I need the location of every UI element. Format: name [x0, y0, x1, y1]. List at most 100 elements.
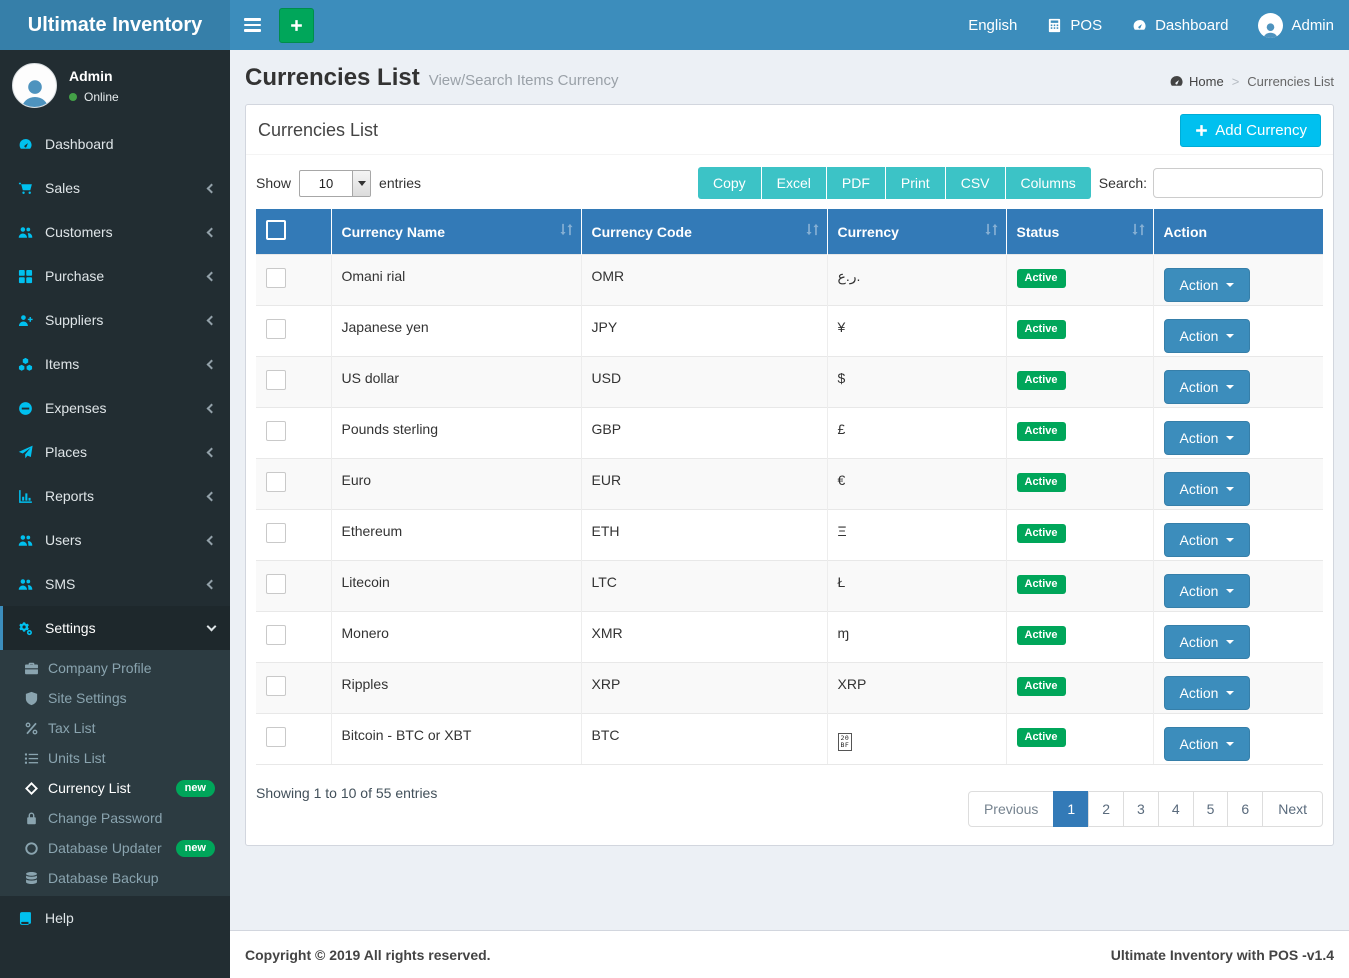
grid-icon	[15, 269, 35, 284]
sidebar-item-database-backup[interactable]: Database Backup	[0, 863, 230, 893]
export-pdf-button[interactable]: PDF	[827, 167, 886, 199]
breadcrumb-home-link[interactable]: Home	[1169, 74, 1224, 89]
nav-user-menu[interactable]: Admin	[1243, 0, 1349, 50]
column-header-currency-code[interactable]: Currency Code	[581, 209, 827, 255]
sidebar-item-help[interactable]: Help	[0, 896, 230, 940]
copyright-text: Copyright © 2019 All rights reserved.	[245, 947, 491, 963]
page-button-2[interactable]: 2	[1088, 791, 1124, 827]
row-checkbox[interactable]	[266, 370, 286, 390]
avatar	[1258, 13, 1283, 38]
select-all-checkbox[interactable]	[266, 220, 286, 240]
row-checkbox[interactable]	[266, 319, 286, 339]
entries-info: Showing 1 to 10 of 55 entries	[256, 785, 437, 801]
sidebar-item-sms[interactable]: SMS	[0, 562, 230, 606]
page-button-5[interactable]: 5	[1193, 791, 1229, 827]
sidebar-item-site-settings[interactable]: Site Settings	[0, 683, 230, 713]
pagination: Previous123456Next	[969, 791, 1323, 827]
page-button-1[interactable]: 1	[1053, 791, 1089, 827]
currency-name-cell: US dollar	[331, 357, 581, 408]
export-columns-button[interactable]: Columns	[1006, 167, 1091, 199]
column-header-currency[interactable]: Currency	[827, 209, 1006, 255]
caret-down-icon	[1226, 538, 1234, 542]
sidebar-item-suppliers[interactable]: Suppliers	[0, 298, 230, 342]
users-icon	[15, 225, 35, 240]
sidebar-item-sales[interactable]: Sales	[0, 166, 230, 210]
sidebar-item-purchase[interactable]: Purchase	[0, 254, 230, 298]
checkbox-cell	[256, 714, 331, 765]
row-checkbox[interactable]	[266, 574, 286, 594]
status-badge: Active	[1017, 269, 1066, 288]
sidebar-item-users[interactable]: Users	[0, 518, 230, 562]
cart-icon	[15, 181, 35, 196]
table-toolbar: Show 10 entries CopyExcelPDFPrintCSVColu…	[246, 167, 1333, 199]
status-cell: Active	[1006, 561, 1153, 612]
status-cell: Active	[1006, 714, 1153, 765]
export-csv-button[interactable]: CSV	[946, 167, 1006, 199]
sidebar-item-items[interactable]: Items	[0, 342, 230, 386]
sidebar-item-units-list[interactable]: Units List	[0, 743, 230, 773]
circle-o-icon	[22, 841, 40, 856]
action-button[interactable]: Action	[1164, 625, 1251, 659]
sidebar-item-expenses[interactable]: Expenses	[0, 386, 230, 430]
add-currency-button[interactable]: Add Currency	[1180, 114, 1321, 147]
sidebar-item-currency-list[interactable]: Currency Listnew	[0, 773, 230, 803]
page-size-select[interactable]: 10	[299, 170, 371, 197]
column-header-status[interactable]: Status	[1006, 209, 1153, 255]
page-button-6[interactable]: 6	[1227, 791, 1263, 827]
currency-symbol-cell: 20BF	[827, 714, 1006, 765]
sidebar-item-company-profile[interactable]: Company Profile	[0, 653, 230, 683]
action-button[interactable]: Action	[1164, 421, 1251, 455]
currency-name-cell: Japanese yen	[331, 306, 581, 357]
page-button-next[interactable]: Next	[1262, 791, 1323, 827]
action-button[interactable]: Action	[1164, 268, 1251, 302]
nav-pos[interactable]: POS	[1032, 0, 1117, 50]
row-checkbox[interactable]	[266, 625, 286, 645]
page-button-4[interactable]: 4	[1158, 791, 1194, 827]
row-checkbox[interactable]	[266, 421, 286, 441]
sidebar-item-reports[interactable]: Reports	[0, 474, 230, 518]
page-button-previous[interactable]: Previous	[968, 791, 1054, 827]
column-header-currency-name[interactable]: Currency Name	[331, 209, 581, 255]
sidebar-item-dashboard[interactable]: Dashboard	[0, 122, 230, 166]
currency-name-cell: Omani rial	[331, 255, 581, 306]
action-button[interactable]: Action	[1164, 574, 1251, 608]
action-button[interactable]: Action	[1164, 727, 1251, 761]
shield-icon	[22, 691, 40, 706]
row-checkbox[interactable]	[266, 472, 286, 492]
sidebar-item-settings[interactable]: Settings	[0, 606, 230, 650]
page-subtitle: View/Search Items Currency	[429, 72, 619, 89]
export-copy-button[interactable]: Copy	[698, 167, 762, 199]
row-checkbox[interactable]	[266, 676, 286, 696]
nav-dashboard[interactable]: Dashboard	[1117, 0, 1243, 50]
sidebar-item-customers[interactable]: Customers	[0, 210, 230, 254]
nav-language[interactable]: English	[953, 0, 1032, 50]
currency-symbol-cell: ¥	[827, 306, 1006, 357]
action-button[interactable]: Action	[1164, 523, 1251, 557]
export-excel-button[interactable]: Excel	[762, 167, 827, 199]
page-button-3[interactable]: 3	[1123, 791, 1159, 827]
search-input[interactable]	[1153, 168, 1323, 198]
currencies-panel: Currencies List Add Currency Show 10 ent…	[245, 104, 1334, 846]
sidebar-item-database-updater[interactable]: Database Updaternew	[0, 833, 230, 863]
action-button[interactable]: Action	[1164, 676, 1251, 710]
sidebar-user-panel: Admin Online	[0, 50, 230, 122]
action-button[interactable]: Action	[1164, 370, 1251, 404]
currency-name-cell: Pounds sterling	[331, 408, 581, 459]
row-checkbox[interactable]	[266, 727, 286, 747]
sidebar-item-change-password[interactable]: Change Password	[0, 803, 230, 833]
row-checkbox[interactable]	[266, 268, 286, 288]
sidebar-item-tax-list[interactable]: Tax List	[0, 713, 230, 743]
brand-logo[interactable]: Ultimate Inventory	[0, 0, 230, 50]
sidebar-toggle-button[interactable]	[230, 0, 274, 50]
quick-add-button[interactable]	[279, 8, 314, 43]
status-cell: Active	[1006, 459, 1153, 510]
main-content: Currencies ListView/Search Items Currenc…	[230, 50, 1349, 978]
sidebar-item-places[interactable]: Places	[0, 430, 230, 474]
row-checkbox[interactable]	[266, 523, 286, 543]
users-icon	[15, 577, 35, 592]
table-row: Omani rialOMRر.ع.ActiveAction	[256, 255, 1323, 306]
action-button[interactable]: Action	[1164, 319, 1251, 353]
user-name: Admin	[69, 68, 119, 84]
export-print-button[interactable]: Print	[886, 167, 946, 199]
action-button[interactable]: Action	[1164, 472, 1251, 506]
